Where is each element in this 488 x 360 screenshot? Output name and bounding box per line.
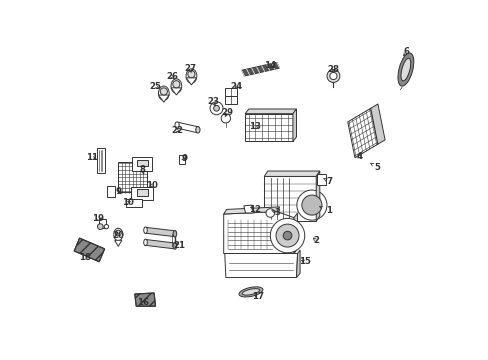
Bar bbox=[136, 189, 148, 196]
Polygon shape bbox=[292, 109, 296, 141]
Text: 17: 17 bbox=[251, 292, 264, 301]
Ellipse shape bbox=[185, 69, 196, 83]
Polygon shape bbox=[115, 240, 122, 246]
Polygon shape bbox=[264, 176, 316, 221]
Text: 23: 23 bbox=[206, 97, 219, 106]
Bar bbox=[178, 155, 184, 164]
Circle shape bbox=[115, 230, 121, 236]
Text: 2: 2 bbox=[313, 237, 319, 246]
Circle shape bbox=[270, 219, 304, 253]
Text: 11: 11 bbox=[86, 153, 98, 162]
Text: 6: 6 bbox=[403, 47, 409, 56]
Text: 27: 27 bbox=[183, 64, 196, 73]
Circle shape bbox=[160, 88, 167, 95]
Text: 18: 18 bbox=[79, 253, 91, 262]
Ellipse shape bbox=[397, 53, 413, 86]
Polygon shape bbox=[74, 238, 104, 262]
Text: 16: 16 bbox=[137, 298, 149, 307]
Text: 20: 20 bbox=[112, 231, 124, 240]
Text: 22: 22 bbox=[171, 126, 183, 135]
Text: 1: 1 bbox=[319, 206, 331, 215]
Polygon shape bbox=[244, 114, 292, 141]
Polygon shape bbox=[144, 239, 175, 249]
Ellipse shape bbox=[195, 127, 200, 133]
Ellipse shape bbox=[400, 58, 410, 81]
Polygon shape bbox=[316, 171, 319, 221]
Text: 28: 28 bbox=[327, 65, 339, 74]
Bar bbox=[224, 88, 237, 96]
Bar bbox=[132, 157, 152, 171]
Text: 24: 24 bbox=[230, 82, 242, 91]
Polygon shape bbox=[244, 109, 296, 114]
Text: 26: 26 bbox=[166, 72, 178, 81]
Text: 13: 13 bbox=[249, 122, 261, 131]
Polygon shape bbox=[264, 171, 319, 176]
Bar bbox=[224, 96, 237, 104]
Polygon shape bbox=[158, 95, 169, 102]
Bar bbox=[317, 174, 325, 185]
Text: 14: 14 bbox=[264, 62, 276, 71]
Text: 3: 3 bbox=[271, 208, 280, 217]
Circle shape bbox=[276, 224, 298, 247]
Text: 10: 10 bbox=[122, 198, 134, 207]
Polygon shape bbox=[244, 205, 253, 213]
Circle shape bbox=[104, 225, 108, 229]
Polygon shape bbox=[144, 227, 175, 237]
Polygon shape bbox=[223, 212, 293, 253]
Polygon shape bbox=[135, 293, 155, 306]
Circle shape bbox=[221, 114, 230, 123]
Circle shape bbox=[97, 224, 103, 229]
Ellipse shape bbox=[171, 79, 182, 93]
Bar bbox=[131, 187, 153, 201]
Ellipse shape bbox=[242, 289, 259, 295]
Ellipse shape bbox=[175, 122, 179, 129]
Text: 12: 12 bbox=[248, 205, 260, 214]
Text: 9: 9 bbox=[115, 187, 121, 196]
Text: 29: 29 bbox=[221, 108, 233, 117]
Circle shape bbox=[301, 195, 321, 215]
Ellipse shape bbox=[143, 239, 147, 246]
Ellipse shape bbox=[143, 227, 147, 233]
Polygon shape bbox=[185, 78, 196, 85]
Polygon shape bbox=[241, 62, 279, 76]
Bar bbox=[118, 162, 147, 192]
Ellipse shape bbox=[239, 287, 263, 297]
Text: 10: 10 bbox=[146, 181, 158, 190]
Polygon shape bbox=[293, 213, 297, 253]
Text: 5: 5 bbox=[370, 163, 379, 172]
Bar bbox=[136, 159, 148, 166]
Circle shape bbox=[265, 209, 274, 217]
Text: 19: 19 bbox=[92, 214, 104, 223]
Circle shape bbox=[326, 69, 339, 82]
Text: 4: 4 bbox=[356, 152, 362, 161]
Circle shape bbox=[329, 72, 336, 80]
Text: 21: 21 bbox=[173, 241, 185, 250]
Text: 8: 8 bbox=[139, 166, 145, 175]
Bar bbox=[99, 219, 106, 228]
Bar bbox=[107, 186, 115, 197]
Text: 7: 7 bbox=[323, 177, 332, 186]
Bar bbox=[126, 199, 142, 207]
Polygon shape bbox=[171, 88, 182, 95]
Ellipse shape bbox=[114, 228, 122, 241]
Ellipse shape bbox=[158, 86, 169, 100]
Polygon shape bbox=[347, 108, 377, 158]
Text: 15: 15 bbox=[298, 257, 310, 266]
Polygon shape bbox=[176, 122, 198, 133]
Circle shape bbox=[283, 231, 291, 240]
Circle shape bbox=[187, 71, 195, 78]
Circle shape bbox=[172, 81, 180, 88]
Polygon shape bbox=[97, 148, 104, 173]
Ellipse shape bbox=[173, 230, 176, 237]
Polygon shape bbox=[223, 207, 279, 214]
Text: 9: 9 bbox=[181, 154, 187, 163]
Ellipse shape bbox=[173, 243, 176, 249]
Polygon shape bbox=[370, 104, 384, 144]
Polygon shape bbox=[296, 250, 300, 278]
Text: 25: 25 bbox=[149, 82, 161, 91]
Polygon shape bbox=[224, 253, 297, 278]
Circle shape bbox=[210, 102, 223, 115]
Circle shape bbox=[213, 105, 219, 111]
Circle shape bbox=[296, 190, 326, 220]
